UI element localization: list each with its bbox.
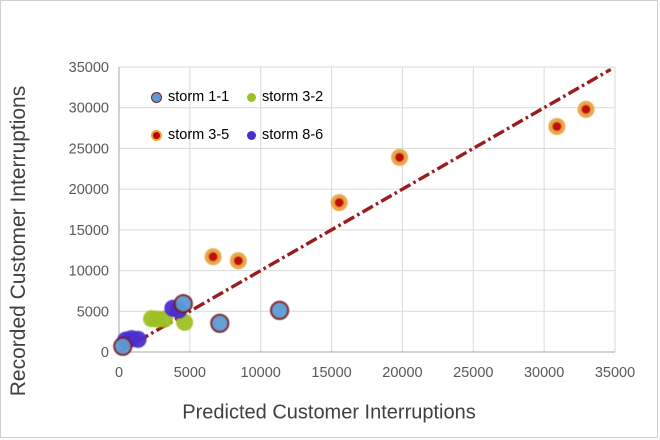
svg-text:30000: 30000 xyxy=(524,365,564,381)
svg-text:10000: 10000 xyxy=(241,365,281,381)
svg-text:20000: 20000 xyxy=(382,365,422,381)
svg-text:5000: 5000 xyxy=(77,304,109,320)
svg-text:10000: 10000 xyxy=(69,264,109,280)
svg-text:0: 0 xyxy=(115,365,123,381)
svg-text:0: 0 xyxy=(101,345,109,361)
svg-text:35000: 35000 xyxy=(69,60,109,76)
svg-text:25000: 25000 xyxy=(453,365,493,381)
svg-text:35000: 35000 xyxy=(595,365,635,381)
svg-text:30000: 30000 xyxy=(69,101,109,117)
svg-text:25000: 25000 xyxy=(69,141,109,157)
svg-text:5000: 5000 xyxy=(174,365,206,381)
svg-text:15000: 15000 xyxy=(311,365,351,381)
svg-text:20000: 20000 xyxy=(69,182,109,198)
svg-text:15000: 15000 xyxy=(69,223,109,239)
